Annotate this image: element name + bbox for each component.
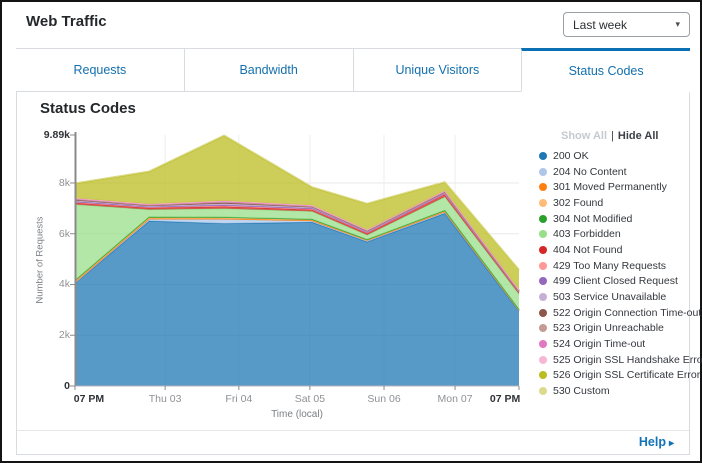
legend-item-525[interactable]: 525 Origin SSL Handshake Error <box>539 352 702 368</box>
tab-unique-visitors[interactable]: Unique Visitors <box>352 48 522 92</box>
legend-label: 530 Custom <box>553 385 610 398</box>
legend-swatch-icon <box>539 261 547 270</box>
legend-separator: | <box>611 130 614 142</box>
legend-swatch-icon <box>539 230 547 239</box>
x-tick-label: Thu 03 <box>148 393 182 405</box>
legend-swatch-icon <box>539 198 547 207</box>
area-200 <box>75 213 519 386</box>
legend-swatch-icon <box>539 183 547 192</box>
legend-item-200[interactable]: 200 OK <box>539 148 694 164</box>
legend-item-302[interactable]: 302 Found <box>539 195 694 211</box>
area-526 <box>75 136 519 290</box>
legend-label: 200 OK <box>553 149 589 162</box>
tab-bar: Requests Bandwidth Unique Visitors Statu… <box>16 48 690 92</box>
help-label: Help <box>638 435 666 449</box>
legend-label: 523 Origin Unreachable <box>553 322 664 335</box>
legend-item-403[interactable]: 403 Forbidden <box>539 226 694 242</box>
legend-item-204[interactable]: 204 No Content <box>539 164 694 180</box>
y-tick-label: 8k <box>58 176 70 189</box>
chart-legend: Show All | Hide All 200 OK 204 No Content 30… <box>539 130 702 399</box>
legend-item-429[interactable]: 429 Too Many Requests <box>539 258 694 274</box>
x-tick-label: Sat 05 <box>294 393 326 405</box>
x-tick-label: Mon 07 <box>437 393 473 405</box>
legend-label: 499 Client Closed Request <box>553 275 678 288</box>
x-tick-label: 07 PM <box>73 393 105 405</box>
legend-swatch-icon <box>539 167 547 176</box>
time-range-select[interactable]: Last week ▾ <box>563 12 690 37</box>
help-link[interactable]: Help ▸ <box>639 435 674 449</box>
y-tick-label: 4k <box>58 278 70 291</box>
y-tick-label: 0 <box>64 380 70 392</box>
legend-item-301[interactable]: 301 Moved Permanently <box>539 179 694 195</box>
chevron-down-icon: ▾ <box>675 19 680 29</box>
legend-label: 204 No Content <box>553 165 627 178</box>
legend-swatch-icon <box>539 355 547 364</box>
legend-label: 301 Moved Permanently <box>553 181 667 194</box>
legend-item-503[interactable]: 503 Service Unavailable <box>539 289 694 305</box>
legend-swatch-icon <box>539 277 547 286</box>
x-tick-label: Fri 04 <box>225 393 253 405</box>
tab-bandwidth[interactable]: Bandwidth <box>183 48 353 92</box>
legend-item-304[interactable]: 304 Not Modified <box>539 211 694 227</box>
legend-label: 404 Not Found <box>553 243 623 256</box>
legend-label: 522 Origin Connection Time-out <box>553 306 702 319</box>
legend-item-526[interactable]: 526 Origin SSL Certificate Error <box>539 368 700 384</box>
status-codes-chart <box>70 132 520 390</box>
tab-requests[interactable]: Requests <box>16 48 184 92</box>
legend-item-523[interactable]: 523 Origin Unreachable <box>539 321 694 337</box>
y-tick-label: 6k <box>58 227 70 240</box>
legend-item-522[interactable]: 522 Origin Connection Time-out <box>539 305 701 321</box>
legend-swatch-icon <box>539 151 547 160</box>
legend-swatch-icon <box>539 340 547 349</box>
chart-title: Status Codes <box>40 100 136 117</box>
x-tick-label: Sun 06 <box>367 393 401 405</box>
legend-label: 525 Origin SSL Handshake Error <box>553 353 702 366</box>
legend-items: 200 OK 204 No Content 301 Moved Permanentl… <box>539 148 702 399</box>
y-tick-label: 9.89k <box>43 129 70 141</box>
legend-item-524[interactable]: 524 Origin Time-out <box>539 336 694 352</box>
legend-label: 302 Found <box>553 196 604 209</box>
legend-swatch-icon <box>539 293 547 302</box>
area-top-line-530 <box>74 134 520 270</box>
help-arrow-icon: ▸ <box>668 438 674 449</box>
legend-swatch-icon <box>539 387 547 396</box>
legend-label: 526 Origin SSL Certificate Error <box>553 369 701 382</box>
chart-canvas <box>70 132 520 390</box>
legend-swatch-icon <box>539 324 547 333</box>
legend-swatch-icon <box>539 214 547 223</box>
y-tick-label: 2k <box>58 329 70 342</box>
footer-divider <box>17 430 689 431</box>
legend-label: 503 Service Unavailable <box>553 291 667 304</box>
legend-swatch-icon <box>539 371 547 380</box>
hide-all-link[interactable]: Hide All <box>617 130 659 142</box>
legend-item-530[interactable]: 530 Custom <box>539 383 694 399</box>
legend-item-499[interactable]: 499 Client Closed Request <box>539 274 694 290</box>
tab-status-codes[interactable]: Status Codes <box>521 48 690 92</box>
legend-label: 524 Origin Time-out <box>553 338 646 351</box>
legend-swatch-icon <box>539 245 547 254</box>
x-tick-label: 07 PM <box>489 393 521 405</box>
show-all-link[interactable]: Show All <box>561 130 608 142</box>
legend-label: 429 Too Many Requests <box>553 259 667 272</box>
legend-controls: Show All | Hide All <box>539 130 694 142</box>
legend-label: 403 Forbidden <box>553 228 621 241</box>
page-title: Web Traffic <box>26 13 107 30</box>
x-axis-title: Time (local) <box>271 409 323 420</box>
legend-label: 304 Not Modified <box>553 212 633 225</box>
time-range-value: Last week <box>573 17 628 32</box>
legend-swatch-icon <box>539 308 547 317</box>
legend-item-404[interactable]: 404 Not Found <box>539 242 694 258</box>
